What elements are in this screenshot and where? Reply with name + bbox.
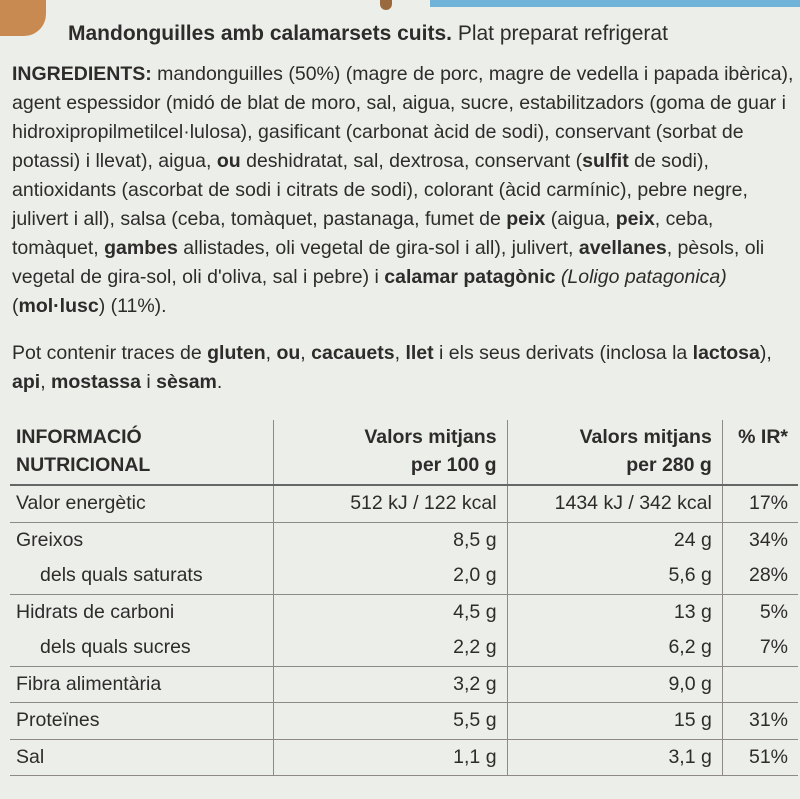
nutrition-row: dels quals saturats 2,0 g 5,6 g 28%: [10, 558, 798, 594]
ingredient-highlight: peix: [506, 208, 546, 230]
value-ir-percent: 5%: [759, 600, 788, 623]
value-per-100g: 5,5 g: [273, 702, 508, 739]
allergens-paragraph: Pot contenir traces de gluten, ou, cacau…: [12, 339, 794, 397]
ingredient-text-segment: (aigua,: [545, 208, 616, 230]
value-per-100g: 2,0 g: [273, 558, 508, 594]
nutrient-name: Fibra alimentària: [10, 666, 274, 703]
value-per-100g: 2,2 g: [273, 630, 508, 666]
ingredient-highlight: mol·lusc: [18, 295, 99, 317]
value-ir-percent: 7%: [759, 636, 788, 659]
allergen-text-segment: i: [141, 371, 157, 393]
allergen-text-segment: .: [216, 371, 223, 393]
ingredient-text-segment: de sodi), antioxidants (ascorbat de sodi…: [12, 150, 748, 230]
allergen-highlight: cacauets: [311, 342, 395, 364]
packaging-blue-band: [430, 0, 800, 7]
value-ir-percent: 31%: [748, 709, 788, 732]
nutrient-name: Proteïnes: [10, 702, 274, 739]
nutrient-name: Valor energètic: [10, 485, 274, 522]
nutrition-table: INFORMACIÓ NUTRICIONAL Valors mitjans pe…: [10, 420, 798, 776]
value-per-280g: 5,6 g: [507, 558, 723, 594]
ingredient-highlight: ou: [216, 150, 241, 172]
allergen-highlight: mostassa: [51, 371, 141, 393]
product-title: Mandonguilles amb calamarsets cuits. Pla…: [68, 22, 668, 46]
allergen-highlight: sèsam: [156, 371, 217, 393]
nutrition-row: Fibra alimentària 3,2 g 9,0 g: [10, 666, 798, 703]
value-per-100g: 1,1 g: [273, 739, 508, 776]
value-per-280g: 9,0 g: [507, 666, 723, 703]
nutrient-name: Sal: [10, 739, 274, 776]
nutrition-header-row: INFORMACIÓ NUTRICIONAL Valors mitjans pe…: [10, 420, 798, 485]
header-nutrition-info: INFORMACIÓ NUTRICIONAL: [10, 420, 274, 485]
allergen-text-segment: ),: [759, 342, 772, 364]
ingredients-text: mandonguilles (50%) (magre de porc, magr…: [12, 63, 793, 317]
allergen-text-segment: Pot contenir traces de: [12, 342, 208, 364]
nutrition-row: Hidrats de carboni 4,5 g 13 g 5%: [10, 594, 798, 630]
ingredient-highlight: calamar patagònic: [384, 266, 556, 288]
product-subtitle: Plat preparat refrigerat: [457, 22, 668, 45]
ingredient-text-segment: (Loligo patagonica): [560, 266, 727, 288]
allergen-text-segment: ,: [265, 342, 277, 364]
allergen-text-segment: ,: [300, 342, 312, 364]
value-per-100g: 512 kJ / 122 kcal: [273, 485, 508, 522]
packaging-orange-band: [0, 0, 46, 36]
packaging-brown-tab: [380, 0, 392, 10]
value-ir-percent: 28%: [748, 564, 788, 587]
value-per-280g: 6,2 g: [507, 630, 723, 666]
product-name: Mandonguilles amb calamarsets cuits.: [68, 22, 452, 45]
value-per-100g: 4,5 g: [273, 594, 508, 630]
value-per-280g: 1434 kJ / 342 kcal: [507, 485, 723, 522]
nutrient-name: dels quals sucres: [10, 630, 274, 666]
nutrition-body: Valor energètic 512 kJ / 122 kcal 1434 kJ …: [10, 485, 798, 776]
ingredient-highlight: avellanes: [578, 237, 667, 259]
value-ir-percent: 51%: [722, 739, 798, 776]
value-per-100g: 8,5 g: [273, 522, 508, 558]
ingredient-text-segment: allistades, oli vegetal de gira-sol i al…: [177, 237, 579, 259]
value-per-280g: 3,1 g: [507, 739, 723, 776]
nutrient-name: dels quals saturats: [10, 558, 274, 594]
allergen-highlight: gluten: [207, 342, 266, 364]
header-per-280g: Valors mitjans per 280 g: [507, 420, 723, 485]
value-ir-percent: [722, 666, 798, 703]
ingredient-highlight: sulfit: [582, 150, 629, 172]
ingredient-highlight: peix: [615, 208, 655, 230]
nutrition-row: Greixos 8,5 g 24 g 34%: [10, 522, 798, 558]
ingredient-text-segment: mandonguilles (50%) (magre de porc, magr…: [12, 63, 794, 172]
value-per-100g: 3,2 g: [273, 666, 508, 703]
ingredient-text-segment: , pèsols, oli vegetal de gira-sol, oli d…: [12, 237, 765, 288]
allergen-highlight: api: [12, 371, 41, 393]
ingredient-text-segment: (: [12, 295, 19, 317]
header-per-100g: Valors mitjans per 100 g: [273, 420, 508, 485]
nutrition-row: Sal 1,1 g 3,1 g 51%: [10, 739, 798, 776]
allergen-highlight: llet: [405, 342, 434, 364]
ingredient-text-segment: , ceba, tomàquet,: [12, 208, 714, 259]
allergen-text-segment: ,: [40, 371, 52, 393]
nutrition-row: Valor energètic 512 kJ / 122 kcal 1434 kJ …: [10, 485, 798, 522]
allergen-highlight: ou: [276, 342, 301, 364]
ingredients-label: INGREDIENTS:: [12, 63, 152, 85]
ingredient-text-segment: ) (11%).: [98, 295, 167, 317]
ingredient-text-segment: deshidratat, sal, dextrosa, conservant (: [240, 150, 583, 172]
header-ir-percent: % IR*: [738, 426, 788, 448]
value-ir-percent: 17%: [748, 492, 788, 515]
value-ir-percent: 34%: [748, 528, 788, 551]
value-per-280g: 15 g: [507, 702, 723, 739]
nutrition-row: dels quals sucres 2,2 g 6,2 g 7%: [10, 630, 798, 666]
nutrition-row: Proteïnes 5,5 g 15 g 31%: [10, 702, 798, 739]
allergen-text-segment: ,: [394, 342, 406, 364]
ingredients-paragraph: INGREDIENTS: mandonguilles (50%) (magre …: [12, 60, 794, 321]
nutrient-name: Greixos: [10, 522, 274, 558]
value-per-280g: 24 g: [507, 522, 723, 558]
nutrient-name: Hidrats de carboni: [10, 594, 274, 630]
value-per-280g: 13 g: [507, 594, 723, 630]
allergen-highlight: lactosa: [692, 342, 760, 364]
ingredient-highlight: gambes: [104, 237, 178, 259]
allergen-text-segment: i els seus derivats (inclosa la: [433, 342, 693, 364]
